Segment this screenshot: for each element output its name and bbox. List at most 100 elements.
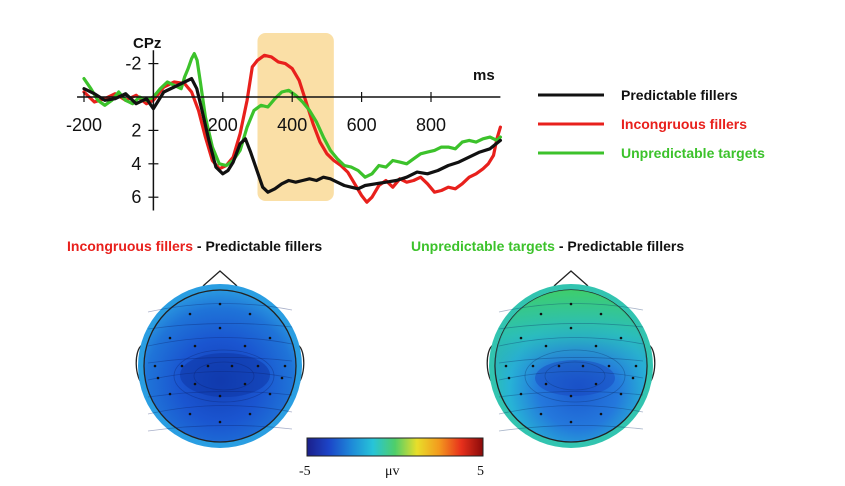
erp-line-chart: -200 200 400 600 800 -2 2 4 6 CPz ms	[66, 33, 502, 211]
electrode-dot	[594, 382, 598, 386]
electrode-dot	[544, 382, 548, 386]
electrode-dot	[544, 344, 548, 348]
electrode-dot	[218, 394, 222, 398]
topo-map-incongruous	[135, 270, 305, 448]
legend-item-predictable: Predictable fillers	[538, 87, 738, 103]
colorbar-unit-label: μv	[385, 464, 400, 479]
electrode-dot	[193, 344, 197, 348]
electrode-dot	[218, 326, 222, 330]
electrode-dot	[507, 376, 511, 380]
electrode-dot	[531, 364, 535, 368]
topo-map-unpredictable	[486, 270, 656, 448]
colorbar-gradient	[306, 437, 484, 457]
contour-line	[498, 391, 644, 398]
contour-line	[147, 371, 293, 381]
electrode-dot	[248, 412, 252, 416]
x-tick-label: 800	[416, 115, 446, 135]
electrode-dot	[631, 376, 635, 380]
electrode-dot	[634, 364, 638, 368]
contour-line	[498, 323, 644, 330]
contour-line	[147, 323, 293, 330]
electrode-dot	[168, 336, 172, 340]
electrode-dot	[519, 336, 523, 340]
series-layer	[82, 52, 502, 204]
topo-title-part: Predictable fillers	[567, 238, 684, 254]
electrode-dot	[218, 420, 222, 424]
contour-line	[524, 349, 626, 403]
electrode-dot	[280, 376, 284, 380]
legend-label: Incongruous fillers	[621, 116, 747, 132]
contour-line	[147, 357, 293, 364]
contour-lines	[498, 303, 644, 432]
contour-lines	[147, 303, 293, 432]
legend-item-unpredictable: Unpredictable targets	[538, 145, 765, 161]
contour-line	[498, 371, 644, 381]
electrode-dot	[188, 412, 192, 416]
topo-title-part: Unpredictable targets	[411, 238, 555, 254]
series-line-predictable-fillers	[82, 77, 502, 194]
topo-title-part: Predictable fillers	[205, 238, 322, 254]
nose-shape	[553, 270, 589, 287]
contour-line	[498, 425, 644, 432]
contour-line	[147, 337, 293, 347]
contour-line	[147, 391, 293, 398]
contour-line	[498, 405, 644, 415]
electrode-layer	[504, 302, 638, 424]
highlight-window	[257, 33, 334, 201]
channel-label: CPz	[133, 35, 161, 52]
topo-title-part: Incongruous fillers	[67, 238, 193, 254]
electrode-dot	[619, 392, 623, 396]
legend-item-incongruous: Incongruous fillers	[538, 116, 747, 132]
electrode-dot	[504, 364, 508, 368]
electrode-dot	[557, 364, 561, 368]
electrode-layer	[153, 302, 287, 424]
colorbar-max-label: 5	[477, 464, 484, 479]
electrode-dot	[180, 364, 184, 368]
legend-label: Predictable fillers	[621, 87, 738, 103]
contour-line	[173, 349, 275, 403]
electrode-dot	[581, 364, 585, 368]
electrode-dot	[599, 312, 603, 316]
y-tick-label: 2	[131, 120, 141, 140]
electrode-dot	[569, 302, 573, 306]
electrode-dot	[569, 394, 573, 398]
contour-line	[544, 361, 606, 391]
electrode-dot	[230, 364, 234, 368]
electrode-dot	[218, 302, 222, 306]
electrode-dot	[539, 312, 543, 316]
electrode-dot	[153, 364, 157, 368]
electrode-dot	[193, 382, 197, 386]
electrode-dot	[519, 392, 523, 396]
electrode-dot	[243, 344, 247, 348]
y-tick-label: 6	[131, 187, 141, 207]
legend: Predictable fillers Incongruous fillers …	[538, 87, 765, 161]
electrode-dot	[156, 376, 160, 380]
electrode-dot	[569, 420, 573, 424]
contour-line	[498, 357, 644, 364]
topo-title-right: Unpredictable targets - Predictable fill…	[411, 238, 684, 254]
x-tick-label: 200	[208, 115, 238, 135]
nose-shape	[202, 270, 238, 287]
electrode-dot	[607, 364, 611, 368]
x-unit-label: ms	[473, 67, 495, 84]
topo-title-part: -	[555, 238, 567, 254]
y-tick-label: -2	[125, 54, 141, 74]
electrode-dot	[188, 312, 192, 316]
electrode-dot	[599, 412, 603, 416]
x-tick-label: 400	[277, 115, 307, 135]
electrode-dot	[168, 392, 172, 396]
topo-title-left: Incongruous fillers - Predictable filler…	[67, 238, 322, 254]
electrode-dot	[539, 412, 543, 416]
activity-focus	[180, 353, 270, 397]
electrode-dot	[268, 392, 272, 396]
electrode-dot	[248, 312, 252, 316]
electrode-dot	[256, 364, 260, 368]
electrode-dot	[569, 326, 573, 330]
electrode-dot	[243, 382, 247, 386]
colorbar-min-label: -5	[299, 464, 311, 479]
tick-layer: -200 200 400 600 800 -2 2 4 6	[66, 54, 446, 208]
activity-focus	[535, 360, 615, 396]
electrode-dot	[206, 364, 210, 368]
